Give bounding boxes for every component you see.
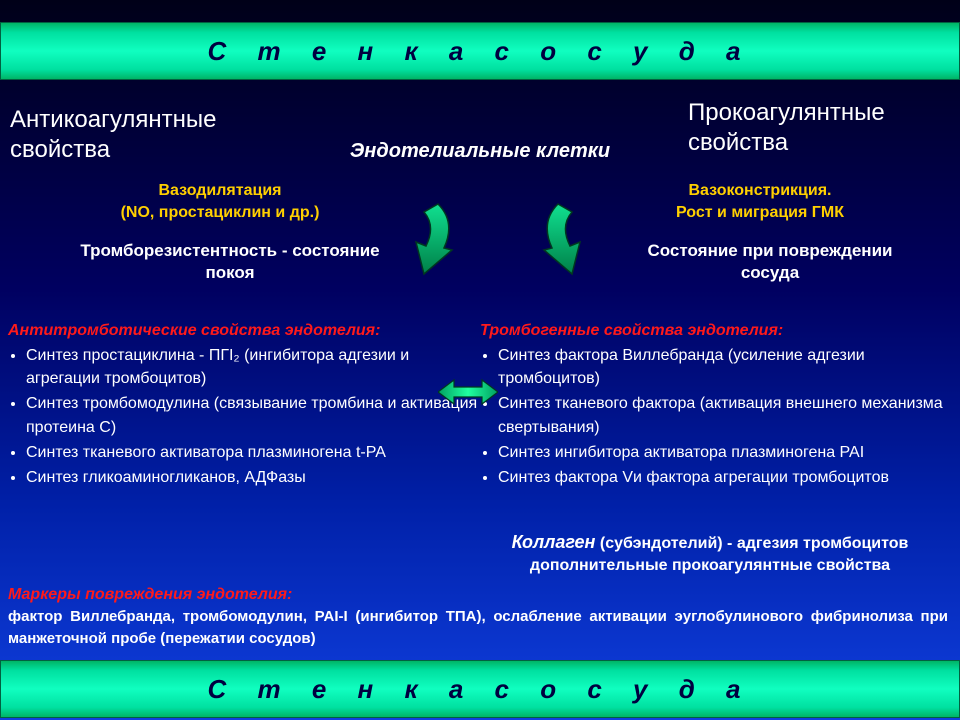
curved-arrow-left-icon (388, 198, 458, 280)
top-band-text: С т е н к а с о с у д а (208, 36, 753, 67)
right-list-title: Тромбогенные свойства эндотелия: (480, 322, 783, 340)
right-state: Состояние при повреждении сосуда (620, 240, 920, 284)
double-arrow-icon (438, 378, 498, 406)
right-yellow-sub: Вазоконстрикция. Рост и миграция ГМК (610, 180, 910, 223)
left-column-title: Антикоагулянтные свойства (10, 105, 270, 165)
bottom-band: С т е н к а с о с у д а (0, 660, 960, 718)
list-item: Синтез фактора Виллебранда (усиление адг… (498, 344, 960, 390)
list-item: Синтез тканевого фактора (активация внеш… (498, 392, 960, 438)
left-list-title: Антитромботические свойства эндотелия: (8, 322, 380, 340)
list-item: Синтез гликоаминогликанов, АДФазы (26, 466, 481, 489)
left-state: Тромборезистентность - состояние покоя (80, 240, 380, 284)
list-item: Синтез фактора Vи фактора агрегации тром… (498, 466, 960, 489)
list-item: Синтез ингибитора активатора плазминоген… (498, 441, 960, 464)
center-title: Эндотелиальные клетки (300, 140, 660, 163)
collagen-text: Коллаген (субэндотелий) - адгезия тромбо… (470, 530, 950, 576)
top-band: С т е н к а с о с у д а (0, 22, 960, 80)
right-column-title: Прокоагулянтные свойства (688, 98, 948, 158)
curved-arrow-right-icon (538, 198, 608, 280)
markers-text: фактор Виллебранда, тромбомодулин, PAI-I… (8, 606, 948, 650)
right-list: Синтез фактора Виллебранда (усиление адг… (480, 344, 960, 491)
collagen-bold: Коллаген (512, 532, 596, 552)
list-item: Синтез тромбомодулина (связывание тромби… (26, 392, 481, 438)
left-list: Синтез простациклина - ПГI₂ (ингибитора … (8, 344, 481, 491)
markers-title: Маркеры повреждения эндотелия: (8, 586, 292, 604)
list-item: Синтез простациклина - ПГI₂ (ингибитора … (26, 344, 481, 390)
bottom-band-text: С т е н к а с о с у д а (208, 674, 753, 705)
list-item: Синтез тканевого активатора плазминогена… (26, 441, 481, 464)
left-yellow-sub: Вазодилятация (NO, простациклин и др.) (70, 180, 370, 223)
